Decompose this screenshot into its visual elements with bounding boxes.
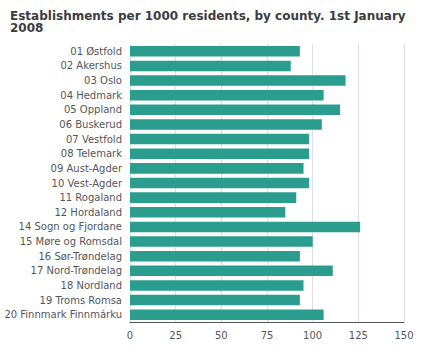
svg-text:25: 25 (169, 330, 182, 341)
svg-text:12 Hordaland: 12 Hordaland (54, 207, 122, 218)
svg-text:04 Hedmark: 04 Hedmark (60, 90, 122, 101)
svg-text:09 Aust-Agder: 09 Aust-Agder (51, 163, 123, 174)
svg-text:10 Vest-Agder: 10 Vest-Agder (52, 178, 123, 189)
svg-text:125: 125 (349, 330, 368, 341)
svg-text:01 Østfold: 01 Østfold (70, 46, 122, 57)
svg-text:Establishments per 1000 reside: Establishments per 1000 residents, by co… (10, 9, 410, 23)
svg-text:16 Sør-Trøndelag: 16 Sør-Trøndelag (39, 251, 123, 262)
svg-text:75: 75 (261, 330, 274, 341)
svg-text:19 Troms Romsa: 19 Troms Romsa (40, 295, 122, 306)
svg-text:11 Rogaland: 11 Rogaland (59, 192, 122, 203)
svg-text:18 Nordland: 18 Nordland (61, 280, 122, 291)
svg-text:0: 0 (127, 330, 133, 341)
svg-text:100: 100 (303, 330, 322, 341)
svg-text:2008: 2008 (10, 21, 43, 35)
svg-text:50: 50 (215, 330, 228, 341)
svg-text:150: 150 (394, 330, 413, 341)
svg-text:08 Telemark: 08 Telemark (61, 148, 122, 159)
svg-text:17 Nord-Trøndelag: 17 Nord-Trøndelag (31, 265, 122, 276)
svg-text:06 Buskerud: 06 Buskerud (59, 119, 122, 130)
svg-text:07 Vestfold: 07 Vestfold (66, 134, 122, 145)
svg-text:14 Sogn og Fjordane: 14 Sogn og Fjordane (19, 221, 122, 232)
svg-text:05 Oppland: 05 Oppland (64, 104, 122, 115)
svg-text:03 Oslo: 03 Oslo (84, 75, 122, 86)
svg-text:02 Akershus: 02 Akershus (60, 60, 122, 71)
svg-text:15 Møre og Romsdal: 15 Møre og Romsdal (20, 236, 122, 247)
svg-text:20 Finnmark Finnmárku: 20 Finnmark Finnmárku (4, 309, 122, 320)
